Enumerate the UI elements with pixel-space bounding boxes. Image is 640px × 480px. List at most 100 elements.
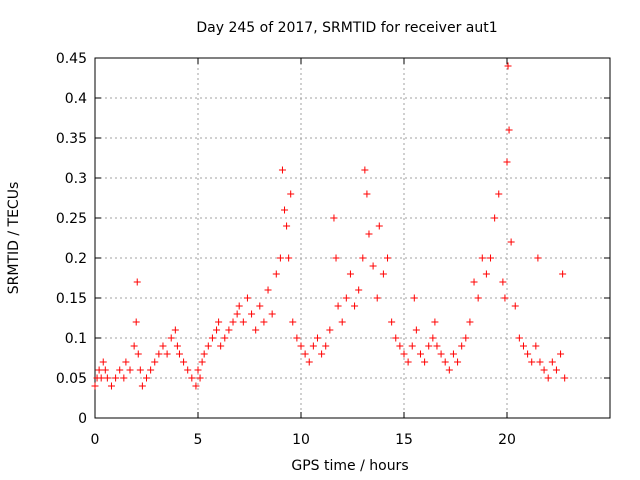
data-point bbox=[107, 382, 115, 390]
data-point bbox=[373, 294, 381, 302]
data-point bbox=[511, 302, 519, 310]
y-tick-label: 0.35 bbox=[56, 131, 87, 147]
data-point bbox=[408, 342, 416, 350]
data-point bbox=[91, 382, 99, 390]
data-point bbox=[561, 374, 569, 382]
data-point bbox=[297, 342, 305, 350]
y-tick-labels: 0 0.05 0.1 0.15 0.2 0.25 0.3 0.35 0.4 0.45 bbox=[56, 51, 87, 427]
x-tick-label: 5 bbox=[194, 432, 203, 448]
data-point bbox=[369, 262, 377, 270]
data-point bbox=[462, 334, 470, 342]
data-point bbox=[260, 318, 268, 326]
data-point bbox=[318, 350, 326, 358]
data-point bbox=[248, 310, 256, 318]
data-point bbox=[293, 334, 301, 342]
data-point bbox=[225, 326, 233, 334]
data-point bbox=[355, 286, 363, 294]
x-tick-label: 0 bbox=[91, 432, 100, 448]
data-point bbox=[233, 310, 241, 318]
data-point bbox=[239, 318, 247, 326]
data-point bbox=[221, 334, 229, 342]
data-point bbox=[359, 254, 367, 262]
chart-title: Day 245 of 2017, SRMTID for receiver aut… bbox=[196, 20, 497, 36]
data-point bbox=[445, 366, 453, 374]
x-tick-label: 15 bbox=[395, 432, 413, 448]
data-point bbox=[155, 350, 163, 358]
data-point bbox=[338, 318, 346, 326]
y-tick-label: 0.45 bbox=[56, 51, 87, 67]
data-point bbox=[404, 358, 412, 366]
data-point bbox=[134, 350, 142, 358]
data-point bbox=[332, 254, 340, 262]
y-tick-label: 0.3 bbox=[65, 171, 87, 187]
data-point bbox=[208, 334, 216, 342]
data-point bbox=[198, 358, 206, 366]
x-tick-labels: 0 5 10 15 20 bbox=[91, 432, 516, 448]
data-point bbox=[425, 342, 433, 350]
data-point bbox=[528, 358, 536, 366]
data-point bbox=[130, 342, 138, 350]
data-point bbox=[272, 270, 280, 278]
axis-ticks bbox=[94, 57, 610, 419]
data-point bbox=[204, 342, 212, 350]
data-point bbox=[256, 302, 264, 310]
data-point bbox=[342, 294, 350, 302]
data-point bbox=[309, 342, 317, 350]
data-point bbox=[433, 342, 441, 350]
data-point bbox=[375, 222, 383, 230]
data-point bbox=[507, 238, 515, 246]
data-point bbox=[252, 326, 260, 334]
x-tick-label: 20 bbox=[498, 432, 516, 448]
data-point bbox=[287, 190, 295, 198]
data-point bbox=[167, 334, 175, 342]
data-point bbox=[431, 318, 439, 326]
y-axis-label: SRMTID / TECUs bbox=[6, 182, 22, 295]
data-point bbox=[458, 342, 466, 350]
data-point bbox=[97, 374, 105, 382]
x-tick-label: 10 bbox=[292, 432, 310, 448]
data-point bbox=[470, 278, 478, 286]
data-point bbox=[264, 286, 272, 294]
data-point bbox=[101, 366, 109, 374]
data-point bbox=[540, 366, 548, 374]
data-point bbox=[384, 254, 392, 262]
data-point bbox=[437, 350, 445, 358]
data-point bbox=[330, 214, 338, 222]
data-point bbox=[289, 318, 297, 326]
data-point bbox=[449, 350, 457, 358]
grid-lines bbox=[95, 58, 610, 418]
data-point bbox=[503, 158, 511, 166]
data-point bbox=[322, 342, 330, 350]
data-point bbox=[557, 350, 565, 358]
data-point bbox=[400, 350, 408, 358]
y-tick-label: 0 bbox=[78, 411, 87, 427]
data-point bbox=[180, 358, 188, 366]
data-point bbox=[478, 254, 486, 262]
data-point bbox=[103, 374, 111, 382]
data-point bbox=[379, 270, 387, 278]
data-point bbox=[217, 342, 225, 350]
data-point bbox=[499, 278, 507, 286]
y-tick-label: 0.1 bbox=[65, 331, 87, 347]
data-point bbox=[346, 270, 354, 278]
data-point bbox=[136, 366, 144, 374]
data-point bbox=[192, 382, 200, 390]
data-point bbox=[268, 310, 276, 318]
y-tick-label: 0.4 bbox=[65, 91, 87, 107]
data-point bbox=[392, 334, 400, 342]
data-point bbox=[552, 366, 560, 374]
data-point bbox=[301, 350, 309, 358]
data-point bbox=[163, 350, 171, 358]
data-point bbox=[122, 358, 130, 366]
data-point bbox=[519, 342, 527, 350]
data-point bbox=[532, 342, 540, 350]
data-point bbox=[184, 366, 192, 374]
data-point bbox=[536, 358, 544, 366]
data-point bbox=[396, 342, 404, 350]
data-point bbox=[285, 254, 293, 262]
data-point bbox=[416, 350, 424, 358]
data-point bbox=[305, 358, 313, 366]
data-point bbox=[116, 366, 124, 374]
data-point bbox=[159, 342, 167, 350]
